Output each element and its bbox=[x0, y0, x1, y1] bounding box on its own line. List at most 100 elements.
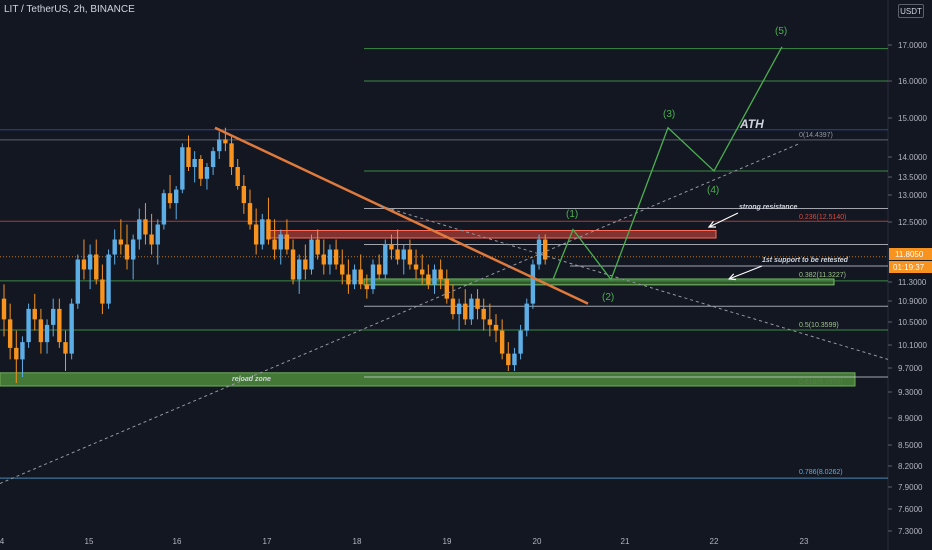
candle-body bbox=[518, 330, 523, 354]
candle-body bbox=[155, 224, 160, 245]
candle-body bbox=[426, 274, 431, 285]
candle-body bbox=[512, 353, 517, 366]
candle-body bbox=[149, 234, 154, 245]
x-tick-label: 19 bbox=[443, 537, 452, 546]
candle-body bbox=[100, 279, 105, 304]
wave-label-4: (4) bbox=[707, 185, 719, 196]
candle-body bbox=[32, 308, 37, 320]
candle-body bbox=[94, 254, 99, 280]
resistance-arrow bbox=[708, 212, 739, 228]
x-tick-label: 20 bbox=[533, 537, 542, 546]
resistance-arrow-head bbox=[707, 221, 717, 228]
candle-body bbox=[143, 219, 148, 235]
y-tick-label: 14.0000 bbox=[898, 153, 927, 162]
candle-body bbox=[444, 279, 449, 299]
y-tick-label: 10.9000 bbox=[898, 297, 927, 306]
first-support-label: 1st support to be retested bbox=[762, 257, 849, 264]
y-tick-label: 11.3000 bbox=[898, 278, 927, 287]
y-tick-label: 13.0000 bbox=[898, 191, 927, 200]
candle-body bbox=[487, 319, 493, 325]
candle-body bbox=[118, 239, 124, 245]
candle-body bbox=[401, 249, 406, 260]
strong-resistance-label: strong resistance bbox=[739, 204, 797, 211]
candle-body bbox=[469, 298, 474, 320]
candle-body bbox=[383, 244, 388, 275]
candle-body bbox=[395, 249, 400, 260]
reload-zone-label: reload zone bbox=[232, 376, 271, 383]
x-tick-label: 16 bbox=[173, 537, 182, 546]
candle-body bbox=[198, 159, 203, 179]
candle-body bbox=[106, 254, 111, 304]
candle-body bbox=[124, 244, 130, 260]
candle-body bbox=[87, 254, 93, 270]
candle-body bbox=[309, 239, 314, 270]
candle-body bbox=[493, 324, 499, 331]
y-tick-label: 17.0000 bbox=[898, 41, 927, 50]
x-tick-label: 21 bbox=[621, 537, 630, 546]
chart-title: LIT / TetherUS, 2h, BINANCE bbox=[4, 4, 135, 15]
x-tick-label: 4 bbox=[0, 537, 5, 546]
y-axis: 17.0000 16.0000 15.0000 14.0000 13.5000 13.00… bbox=[888, 41, 927, 536]
fib-label-05: 0.5(10.3599) bbox=[799, 322, 839, 329]
y-tick-label: 9.7000 bbox=[898, 364, 923, 373]
candle-body bbox=[315, 239, 320, 255]
candle-body bbox=[229, 143, 234, 167]
candle-body bbox=[506, 353, 511, 366]
support-arrow-head bbox=[727, 273, 737, 281]
currency-button[interactable]: USDT bbox=[898, 4, 924, 18]
candle-body bbox=[284, 234, 290, 250]
y-tick-label: 13.5000 bbox=[898, 173, 927, 182]
candle-body bbox=[536, 239, 542, 265]
y-tick-label: 15.0000 bbox=[898, 114, 927, 123]
candle-body bbox=[167, 193, 173, 204]
candle-body bbox=[499, 330, 505, 354]
candle-body bbox=[340, 264, 345, 275]
x-tick-label: 22 bbox=[710, 537, 719, 546]
candle-body bbox=[192, 159, 197, 167]
y-tick-label: 7.6000 bbox=[898, 505, 923, 514]
candle-body bbox=[180, 147, 185, 190]
candle-body bbox=[530, 264, 536, 304]
candle-body bbox=[51, 308, 56, 325]
candle-body bbox=[438, 269, 443, 280]
candle-body bbox=[333, 249, 339, 265]
candle-body bbox=[75, 259, 80, 304]
zones bbox=[0, 230, 856, 387]
candle-body bbox=[130, 239, 136, 260]
candle-body bbox=[413, 264, 419, 270]
fib-label-0618: 0.618(9.3970) bbox=[799, 379, 843, 386]
overlay bbox=[0, 46, 889, 484]
wave-label-2: (2) bbox=[602, 292, 614, 303]
x-tick-label: 15 bbox=[85, 537, 94, 546]
lines bbox=[0, 48, 888, 479]
candle-body bbox=[524, 303, 529, 331]
ath-label: ATH bbox=[739, 117, 764, 131]
candle-body bbox=[456, 303, 462, 315]
candle-body bbox=[20, 342, 25, 360]
candle-body bbox=[327, 249, 333, 265]
candle-body bbox=[407, 249, 413, 265]
y-tick-label: 12.5000 bbox=[898, 218, 927, 227]
countdown-value: 01:19:37 bbox=[893, 263, 925, 272]
candle-body bbox=[112, 239, 117, 255]
candle-body bbox=[432, 269, 437, 285]
candle-body bbox=[278, 234, 283, 250]
candle-body bbox=[450, 298, 456, 315]
wave-label-5: (5) bbox=[775, 26, 787, 37]
y-tick-label: 10.1000 bbox=[898, 341, 927, 350]
y-tick-label: 8.9000 bbox=[898, 414, 923, 423]
candle-body bbox=[352, 269, 357, 285]
fib-label-0382: 0.382(11.3227) bbox=[799, 272, 846, 279]
support-arrow bbox=[728, 265, 763, 280]
candle-body bbox=[7, 319, 13, 348]
y-tick-label: 16.0000 bbox=[898, 77, 927, 86]
candle-body bbox=[81, 259, 87, 270]
candle-body bbox=[475, 298, 480, 309]
candle-body bbox=[241, 186, 247, 204]
descending-trendline bbox=[214, 126, 589, 305]
candle-body bbox=[346, 274, 351, 285]
fib-label-0786: 0.786(8.0262) bbox=[799, 469, 843, 476]
reload-zone-box bbox=[0, 372, 856, 387]
y-tick-label: 7.3000 bbox=[898, 527, 923, 536]
